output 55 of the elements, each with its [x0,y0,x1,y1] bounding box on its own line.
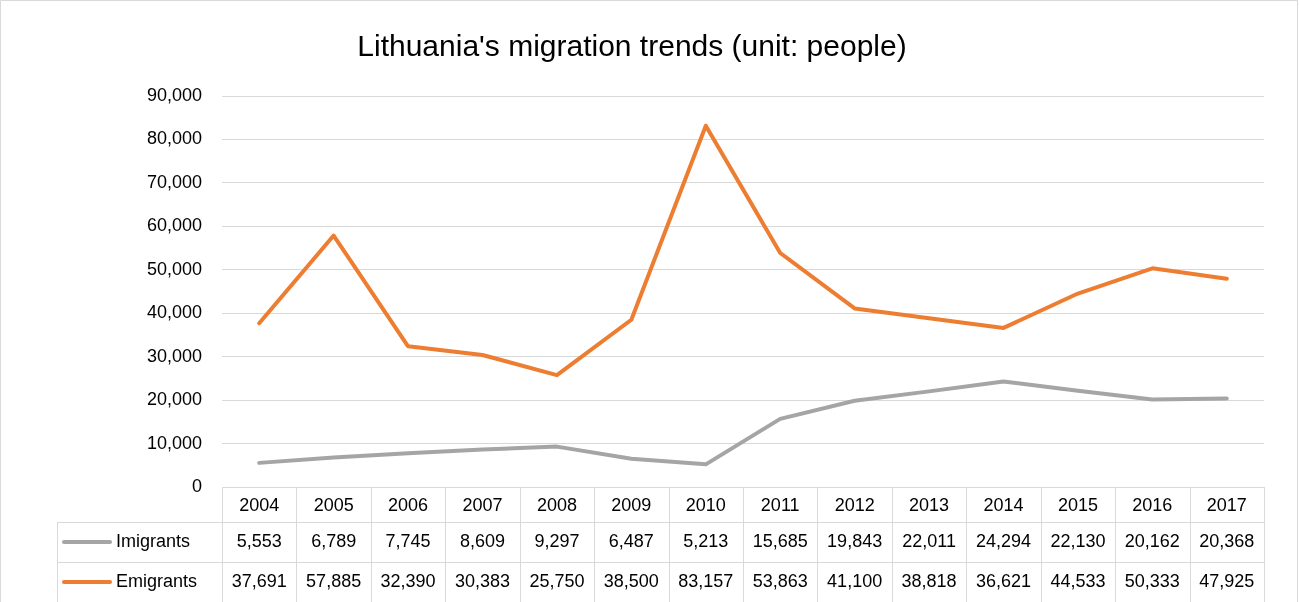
y-tick-label: 0 [191,475,202,496]
data-label: 19,843 [827,530,883,551]
x-tick-label: 2005 [313,494,354,515]
data-label: 25,750 [529,570,585,591]
data-label: 22,130 [1050,530,1106,551]
chart-title: Lithuania's migration trends (unit: people) [357,29,907,63]
x-tick-label: 2015 [1057,494,1098,515]
data-label: 6,789 [311,530,357,551]
x-tick-label: 2017 [1206,494,1247,515]
x-tick-label: 2010 [685,494,726,515]
y-tick-label: 90,000 [146,84,202,105]
data-label: 53,863 [752,570,808,591]
x-tick-label: 2008 [536,494,577,515]
data-label: 20,162 [1124,530,1180,551]
data-label: 7,745 [385,530,431,551]
data-label: 8,609 [459,530,506,551]
data-label: 5,553 [236,530,282,551]
y-tick-label: 30,000 [146,345,202,366]
x-tick-label: 2004 [239,494,280,515]
y-tick-label: 70,000 [146,171,202,192]
x-tick-label: 2012 [834,494,875,515]
y-tick-label: 20,000 [146,389,202,410]
data-label: 38,500 [603,570,659,591]
x-tick-label: 2013 [909,494,950,515]
legend-label: Emigrants [116,570,198,591]
data-label: 36,621 [975,570,1032,591]
data-label: 30,383 [454,570,511,591]
data-label: 44,533 [1050,570,1106,591]
data-label: 5,213 [683,530,729,551]
y-tick-label: 80,000 [146,128,202,149]
data-label: 38,818 [901,570,957,591]
x-tick-label: 2009 [611,494,652,515]
y-tick-label: 10,000 [146,432,202,453]
data-label: 22,011 [902,530,956,551]
y-tick-label: 40,000 [146,302,202,323]
data-label: 47,925 [1199,570,1255,591]
x-tick-label: 2006 [388,494,429,515]
data-label: 50,333 [1124,570,1180,591]
y-tick-label: 60,000 [146,215,202,236]
data-label: 6,487 [608,530,654,551]
data-label: 83,157 [678,570,734,591]
data-label: 24,294 [975,530,1032,551]
data-label: 37,691 [231,570,287,591]
legend-label: Imigrants [116,530,191,551]
y-tick-label: 50,000 [146,258,202,279]
data-label: 9,297 [534,530,580,551]
x-tick-label: 2007 [462,494,503,515]
data-label: 57,885 [306,570,362,591]
data-label: 41,100 [827,570,883,591]
data-label: 20,368 [1199,530,1255,551]
data-label: 32,390 [380,570,436,591]
x-tick-label: 2016 [1132,494,1173,515]
x-tick-label: 2011 [760,494,800,515]
x-tick-label: 2014 [983,494,1024,515]
data-label: 15,685 [752,530,808,551]
